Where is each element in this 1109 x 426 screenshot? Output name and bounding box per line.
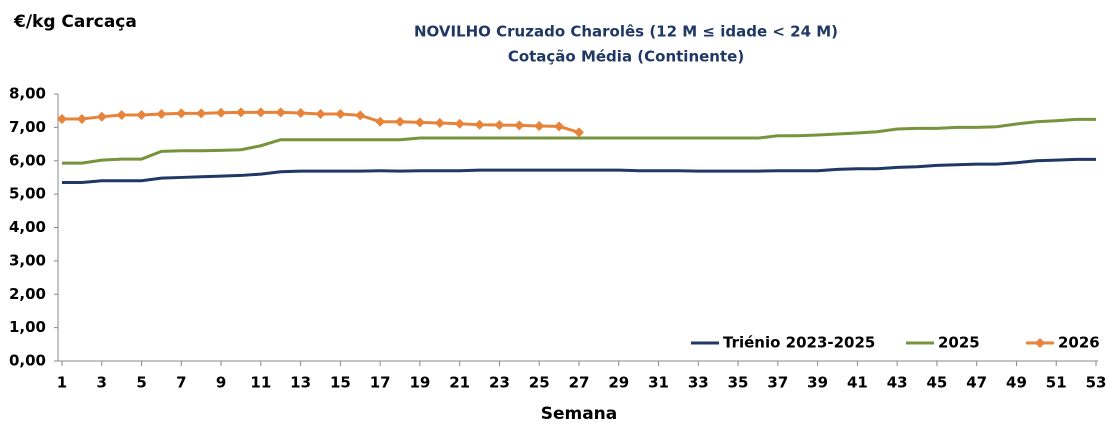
x-tick-label: 1 [57, 374, 67, 392]
x-tick-label: 25 [529, 374, 550, 392]
x-tick-label: 7 [176, 374, 186, 392]
point-marker [474, 119, 485, 130]
legend-label: Triénio 2023-2025 [723, 334, 875, 352]
chart-subtitle: Cotação Média (Continente) [508, 48, 744, 66]
point-marker [136, 110, 147, 121]
point-marker [534, 121, 545, 132]
y-tick-label: 4,00 [9, 218, 46, 236]
x-tick-label: 3 [97, 374, 107, 392]
legend-marker [1035, 338, 1045, 348]
point-marker [116, 110, 127, 121]
x-tick-label: 23 [489, 374, 510, 392]
y-tick-label: 6,00 [9, 151, 46, 169]
point-marker [295, 108, 306, 119]
x-tick-label: 47 [966, 374, 987, 392]
point-marker [574, 127, 584, 138]
x-tick-label: 35 [728, 374, 749, 392]
y-tick-label: 5,00 [9, 185, 46, 203]
y-tick-label: 7,00 [9, 118, 46, 136]
series-line [62, 157, 1096, 184]
chart-title: NOVILHO Cruzado Charolês (12 M ≤ idade <… [414, 23, 838, 41]
x-tick-label: 49 [1006, 374, 1027, 392]
x-tick-label: 5 [136, 374, 146, 392]
point-marker [434, 118, 445, 129]
point-marker [76, 114, 87, 125]
x-tick-label: 29 [608, 374, 629, 392]
point-marker [57, 114, 67, 125]
y-tick-label: 0,00 [9, 352, 46, 370]
point-marker [235, 107, 246, 118]
point-marker [275, 107, 286, 118]
y-tick-label: 3,00 [9, 251, 46, 269]
y-tick-label: 8,00 [9, 85, 46, 103]
point-marker [156, 109, 167, 120]
y-tick-label: 2,00 [9, 285, 46, 303]
x-tick-label: 19 [409, 374, 430, 392]
x-tick-label: 37 [767, 374, 788, 392]
x-tick-label: 51 [1046, 374, 1067, 392]
point-marker [315, 109, 326, 120]
x-tick-label: 53 [1086, 374, 1107, 392]
point-marker [454, 118, 465, 129]
x-tick-label: 13 [290, 374, 311, 392]
y-tick-label: 1,00 [9, 318, 46, 336]
legend-label: 2025 [938, 334, 980, 352]
x-axis-label: Semana [541, 404, 618, 424]
point-marker [196, 108, 207, 119]
point-marker [514, 120, 525, 131]
x-tick-label: 31 [648, 374, 669, 392]
point-marker [96, 111, 107, 122]
series-line [62, 117, 1096, 165]
point-marker [414, 117, 425, 128]
y-axis-label: €/kg Carcaça [13, 12, 137, 32]
x-tick-label: 33 [688, 374, 709, 392]
x-tick-label: 45 [926, 374, 947, 392]
point-marker [494, 120, 505, 131]
x-tick-label: 27 [569, 374, 590, 392]
x-tick-label: 21 [449, 374, 470, 392]
x-tick-label: 41 [847, 374, 868, 392]
point-marker [375, 116, 386, 127]
legend-label: 2026 [1058, 334, 1100, 352]
point-marker [255, 107, 266, 118]
point-marker [176, 108, 187, 119]
x-tick-label: 11 [250, 374, 271, 392]
x-tick-label: 17 [370, 374, 391, 392]
point-marker [554, 121, 565, 132]
point-marker [395, 116, 406, 127]
x-tick-label: 15 [330, 374, 351, 392]
point-marker [355, 110, 366, 121]
x-tick-label: 39 [807, 374, 828, 392]
point-marker [216, 107, 227, 118]
x-tick-label: 9 [216, 374, 226, 392]
point-marker [335, 109, 346, 120]
x-tick-label: 43 [887, 374, 908, 392]
